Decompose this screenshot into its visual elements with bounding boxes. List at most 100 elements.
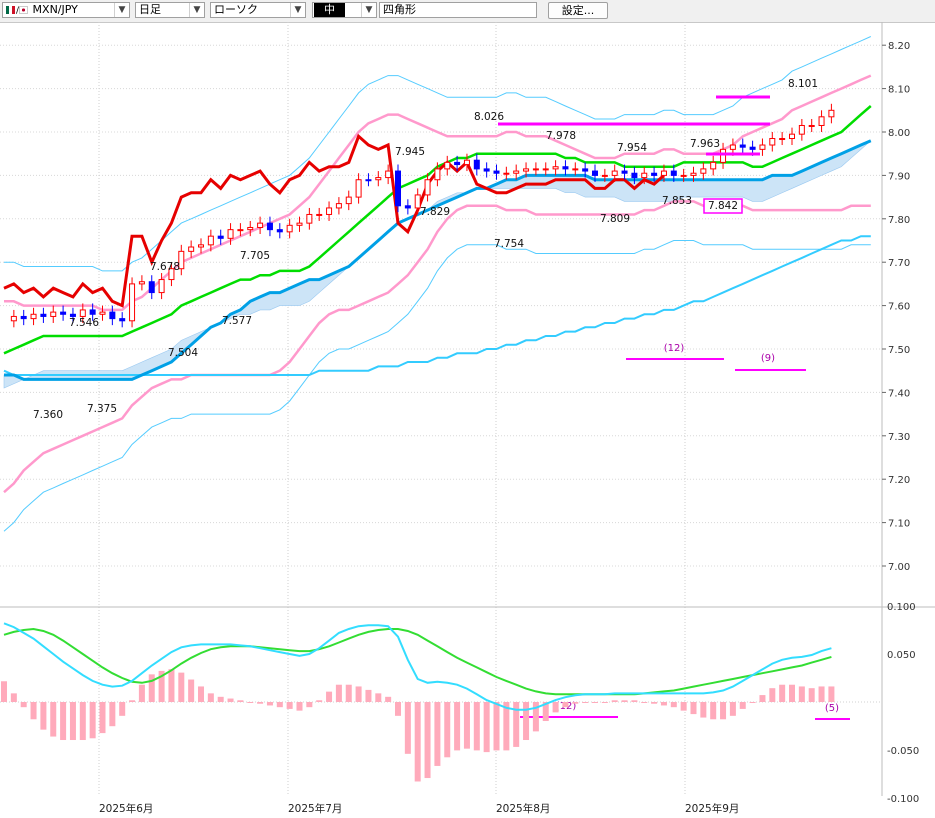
histogram-bar — [385, 696, 392, 702]
candle-body — [798, 124, 805, 135]
candle-body — [444, 161, 451, 170]
histogram-bar — [109, 702, 116, 727]
drawing-tool-select[interactable]: 四角形 — [379, 2, 537, 18]
symbol-label: MXN/JPY — [32, 3, 78, 16]
histogram-bar — [828, 686, 835, 702]
color-select[interactable]: 中 ▼ — [312, 2, 377, 18]
candle-body — [198, 244, 204, 248]
histogram-bar — [178, 672, 185, 702]
date-tick-label: 2025年8月 — [496, 802, 550, 815]
candle-body — [542, 168, 549, 171]
histogram-bar — [138, 684, 145, 702]
candle-body — [257, 222, 264, 228]
candle-body — [621, 170, 628, 174]
candle-body — [473, 159, 480, 170]
candle-body — [335, 203, 342, 209]
histogram-bar — [513, 702, 520, 747]
candle-body — [828, 109, 835, 118]
histogram-bar — [739, 702, 746, 709]
candle-body — [483, 168, 490, 172]
histogram-bar — [572, 702, 579, 704]
candle-body — [266, 222, 273, 231]
separator-glyph: / — [16, 6, 20, 16]
chevron-down-icon: ▼ — [114, 3, 129, 17]
histogram-bar — [345, 684, 352, 702]
price-axis: 8.20 8.10 8.00 7.90 7.80 7.70 7.60 7.50 7.40 7.30… — [882, 41, 919, 805]
candle-body — [188, 246, 195, 252]
candle-body — [30, 313, 37, 320]
settings-button[interactable]: 設定... — [548, 2, 608, 19]
price-tick-label: 8.20 — [888, 41, 910, 52]
histogram-bar — [680, 702, 687, 711]
histogram-bar — [99, 702, 106, 734]
candle-body — [601, 174, 608, 177]
histogram-bar — [769, 688, 776, 702]
candle-body — [217, 235, 224, 239]
candle-body — [119, 318, 126, 322]
histogram-bar — [237, 700, 244, 702]
price-annotation: 7.360 — [33, 409, 63, 421]
timeframe-select[interactable]: 日足 ▼ — [135, 2, 205, 18]
chart-style-select[interactable]: ローソク ▼ — [210, 2, 306, 18]
candle-body — [40, 313, 47, 317]
macd-line — [3, 622, 832, 711]
candle-body — [129, 283, 136, 322]
price-annotation: 7.577 — [222, 315, 252, 327]
histogram-bar — [592, 702, 598, 703]
candle-body — [99, 311, 106, 315]
histogram-bar — [395, 702, 401, 716]
chevron-down-icon: ▼ — [290, 3, 305, 17]
histogram-bar — [286, 702, 293, 709]
mexico-flag-icon — [6, 6, 15, 14]
histogram-bar — [30, 702, 37, 720]
price-annotation: 7.954 — [617, 142, 647, 154]
histogram-bar — [729, 702, 736, 716]
histogram-bar — [710, 702, 717, 720]
candle-body — [680, 174, 687, 177]
histogram-bar — [798, 686, 805, 702]
osc-tick-label: 0.100 — [887, 602, 916, 613]
price-annotation: 7.842 — [708, 200, 738, 212]
candle-body — [611, 170, 618, 176]
date-tick-label: 2025年7月 — [288, 802, 342, 815]
candle-body — [769, 138, 776, 146]
histogram-bar — [148, 674, 155, 702]
histogram-bar — [69, 702, 76, 741]
histogram-bar — [582, 702, 589, 703]
price-labels: 7.546 7.360 7.375 7.678 7.504 7.705 7.577 7.945… — [33, 78, 818, 421]
bollinger-upper — [4, 74, 872, 312]
histogram-bar — [89, 702, 96, 739]
price-annotation: 7.546 — [69, 317, 99, 329]
candle-body — [641, 172, 648, 179]
chart-style-label: ローソク — [214, 3, 258, 16]
price-annotation: 7.829 — [420, 206, 450, 218]
histogram-bar — [188, 679, 195, 702]
histogram-bar — [621, 700, 628, 702]
candle-body — [178, 250, 185, 270]
candle-body — [247, 226, 254, 231]
histogram-bar — [641, 702, 648, 703]
histogram-bar — [217, 696, 224, 702]
symbol-select[interactable]: / MXN/JPY ▼ — [2, 2, 130, 18]
price-tick-label: 7.30 — [888, 432, 910, 443]
candle-body — [316, 213, 323, 216]
candle-body — [631, 172, 638, 179]
histogram-bar — [463, 702, 470, 749]
price-annotation: 7.945 — [395, 146, 425, 158]
price-annotation: 7.504 — [168, 347, 198, 359]
color-label: 中 — [314, 3, 345, 17]
candle-body — [414, 194, 421, 209]
osc-tick-label: 0.050 — [887, 650, 916, 661]
candles — [10, 103, 835, 328]
candle-body — [818, 116, 825, 126]
histogram-bar — [779, 684, 786, 702]
histogram-bar — [257, 702, 264, 704]
price-tick-label: 7.90 — [888, 171, 910, 182]
candle-body — [50, 311, 57, 317]
histogram-bar — [276, 702, 283, 708]
moving-average-short — [4, 139, 872, 381]
candle-body — [562, 166, 569, 170]
macd-panel — [1, 622, 835, 782]
price-annotation: 7.375 — [87, 403, 117, 415]
signal-line — [3, 627, 832, 696]
